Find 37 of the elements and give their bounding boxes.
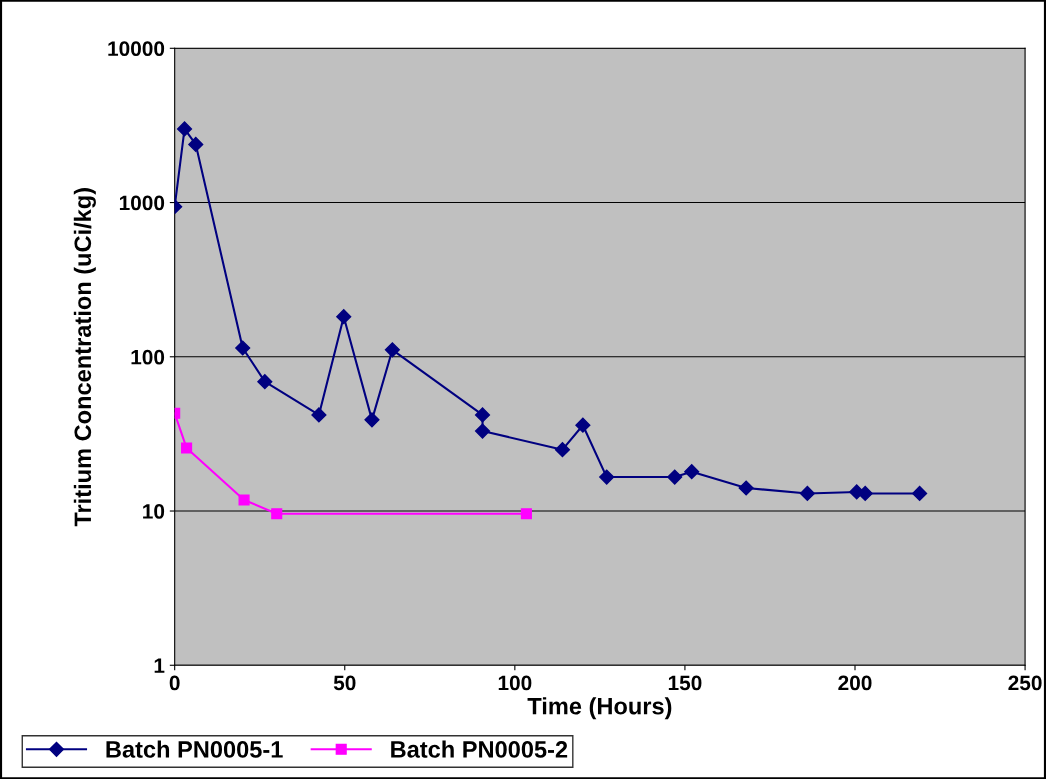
y-tick-label: 10 bbox=[143, 504, 165, 519]
x-tick-label: 250 bbox=[1008, 675, 1042, 691]
point bbox=[181, 442, 193, 454]
point bbox=[738, 480, 754, 496]
point bbox=[667, 469, 683, 485]
point bbox=[257, 374, 273, 390]
point bbox=[554, 442, 571, 458]
x-tick-label: 0 bbox=[169, 675, 180, 691]
point bbox=[364, 412, 380, 428]
point bbox=[311, 407, 327, 423]
point bbox=[336, 309, 352, 325]
legend-label: Batch PN0005-2 bbox=[391, 740, 568, 758]
point bbox=[176, 121, 193, 137]
point bbox=[384, 342, 400, 358]
x-tick-label: 50 bbox=[333, 675, 356, 691]
y-tick-label: 100 bbox=[131, 349, 165, 365]
point bbox=[599, 469, 615, 485]
x-tick-label: 100 bbox=[498, 675, 532, 691]
point bbox=[271, 508, 283, 520]
x-tick-label: 200 bbox=[838, 675, 872, 691]
point bbox=[474, 423, 491, 439]
point bbox=[238, 494, 250, 506]
point bbox=[575, 417, 591, 433]
point bbox=[188, 136, 204, 153]
point bbox=[799, 485, 815, 502]
point bbox=[520, 508, 532, 520]
y-axis-title: Tritium Concentration (uCi/kg) bbox=[73, 188, 96, 527]
y-tick-label: 10000 bbox=[108, 41, 165, 57]
point bbox=[235, 340, 251, 356]
point bbox=[474, 407, 491, 423]
y-tick-label: 1 bbox=[154, 658, 165, 673]
x-axis-title: Time (Hours) bbox=[527, 697, 672, 720]
point bbox=[684, 464, 700, 480]
x-tick-label: 150 bbox=[668, 675, 702, 691]
y-tick-label: 1000 bbox=[119, 195, 165, 211]
legend-label: Batch PN0005-1 bbox=[106, 740, 283, 758]
point bbox=[912, 485, 928, 502]
